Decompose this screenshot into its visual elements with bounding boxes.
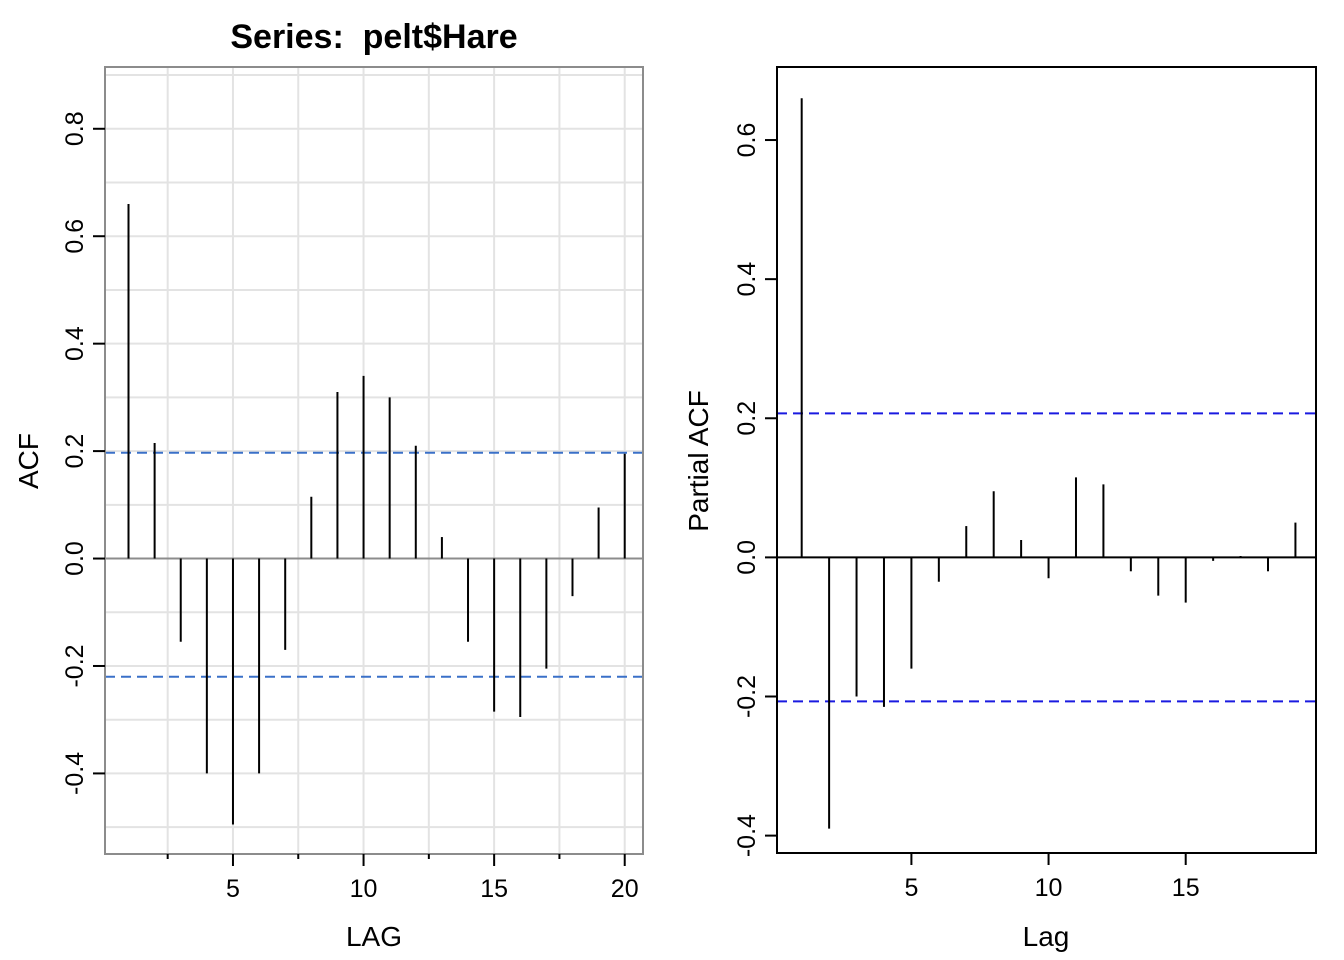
acf-y-tick-label: 0.8: [61, 111, 89, 146]
pacf-x-tick-label: 10: [1035, 874, 1063, 902]
pacf-plot-area: [777, 67, 1316, 853]
pacf-y-tick-label: -0.2: [733, 675, 761, 718]
acf-y-tick-label: 0.0: [61, 541, 89, 576]
acf-y-tick-label: -0.2: [61, 644, 89, 687]
pacf-y-tick-label: 0.0: [733, 540, 761, 575]
pacf-y-tick-label: 0.4: [733, 262, 761, 297]
acf-chart: 5 10 15 20 -0.4 -0.2 0.0 0.2 0.4 0.6 0.8 Series: …: [13, 18, 644, 952]
pacf-bars: [800, 98, 1297, 829]
acf-chart-title: Series: pelt$Hare: [230, 18, 517, 56]
acf-y-tick-label: 0.6: [61, 219, 89, 254]
pacf-chart: 5 10 15 -0.4 -0.2 0.0 0.2 0.4 0.6 Lag Partial A…: [683, 66, 1317, 952]
acf-bars: [127, 203, 626, 825]
acf-plot-area: [105, 67, 643, 854]
acf-x-axis: 5 10 15 20: [166, 854, 639, 903]
acf-plot-frame: [104, 66, 644, 855]
pacf-x-axis: 5 10 15: [904, 853, 1200, 902]
acf-x-tick-label: 20: [611, 875, 639, 903]
acf-y-tick-label: 0.2: [61, 434, 89, 469]
acf-x-tick-label: 10: [350, 875, 378, 903]
acf-x-axis-label: LAG: [346, 921, 402, 952]
acf-x-tick-label: 15: [480, 875, 508, 903]
pacf-x-tick-label: 5: [904, 874, 918, 902]
acf-y-tick-label: 0.4: [61, 326, 89, 361]
pacf-plot-frame: [776, 66, 1317, 854]
pacf-y-tick-label: 0.2: [733, 401, 761, 436]
pacf-y-axis: -0.4 -0.2 0.0 0.2 0.4 0.6: [733, 123, 777, 857]
pacf-x-axis-label: Lag: [1023, 921, 1070, 952]
acf-y-tick-label: -0.4: [61, 752, 89, 795]
acf-y-axis-label: ACF: [13, 433, 44, 489]
pacf-y-axis-label: Partial ACF: [683, 390, 714, 532]
acf-x-tick-label: 5: [226, 875, 240, 903]
pacf-y-tick-label: -0.4: [733, 814, 761, 857]
acf-y-axis: -0.4 -0.2 0.0 0.2 0.4 0.6 0.8: [61, 111, 105, 795]
pacf-x-tick-label: 15: [1172, 874, 1200, 902]
pacf-y-tick-label: 0.6: [733, 123, 761, 158]
